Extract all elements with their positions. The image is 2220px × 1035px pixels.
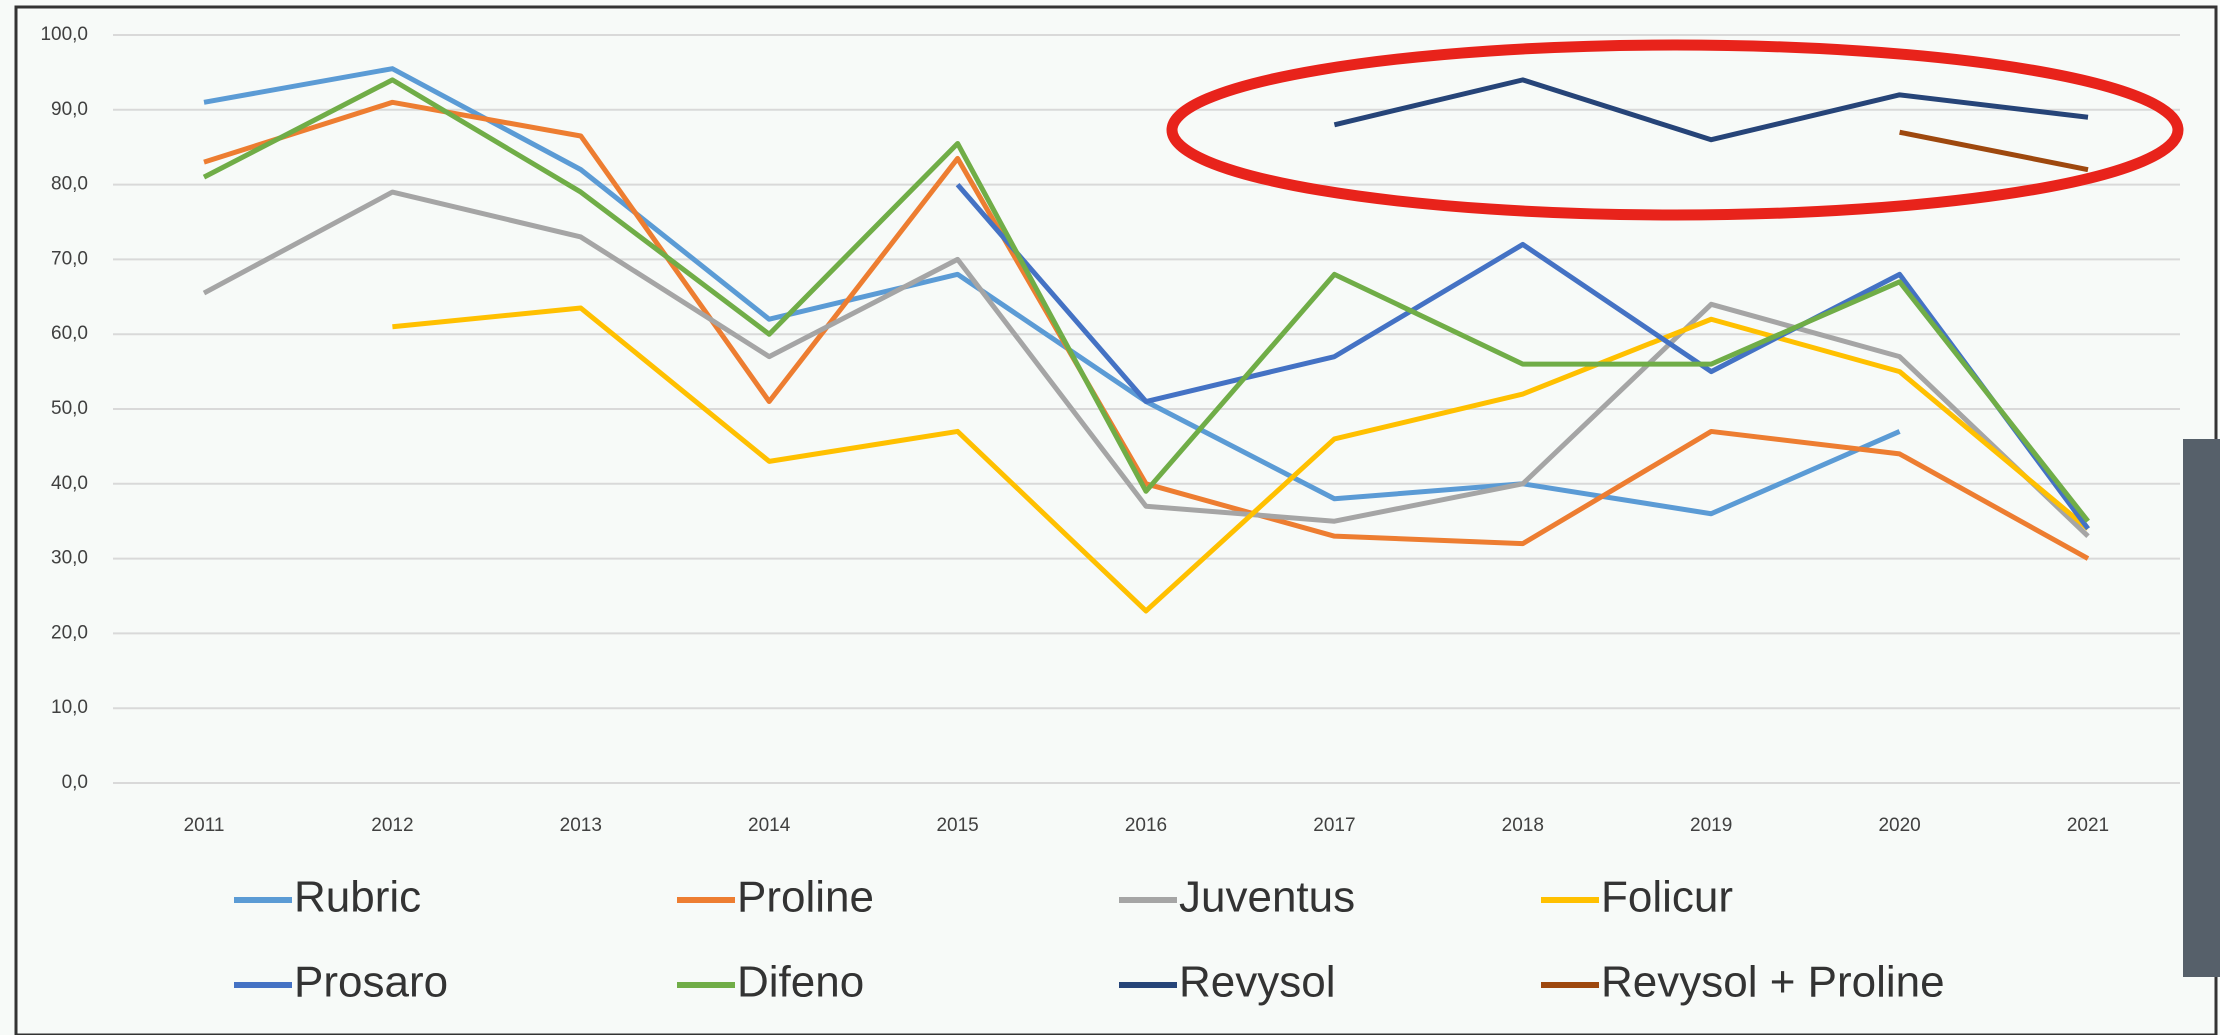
x-tick-label: 2015	[936, 815, 978, 836]
y-tick-label: 30,0	[51, 548, 88, 569]
y-tick-label: 80,0	[51, 174, 88, 195]
chart: 0,0 10,0 20,0 30,0 40,0 50,0 60,0 70,0 80,0 90,0 1…	[0, 0, 2220, 1035]
legend-label: Revysol	[1179, 958, 1336, 1007]
legend-label: Juventus	[1179, 873, 1355, 922]
y-tick-label: 40,0	[51, 473, 88, 494]
legend-label: Prosaro	[294, 958, 448, 1007]
y-tick-label: 60,0	[51, 323, 88, 344]
x-tick-label: 2017	[1313, 815, 1355, 836]
x-tick-label: 2013	[560, 815, 602, 836]
y-tick-label: 90,0	[51, 99, 88, 120]
x-tick-label: 2014	[748, 815, 791, 836]
legend-label: Folicur	[1601, 873, 1733, 922]
legend-label: Revysol + Proline	[1601, 958, 1945, 1007]
y-tick-label: 10,0	[51, 697, 88, 718]
x-tick-label: 2012	[371, 815, 413, 836]
y-tick-label: 0,0	[62, 772, 88, 793]
legend-label: Proline	[737, 873, 874, 922]
x-tick-label: 2021	[2067, 815, 2109, 836]
y-tick-label: 70,0	[51, 248, 88, 269]
side-photo	[2183, 439, 2220, 977]
y-tick-label: 50,0	[51, 398, 88, 419]
legend-label: Difeno	[737, 958, 864, 1007]
y-tick-label: 100,0	[40, 24, 88, 45]
x-tick-label: 2020	[1878, 815, 1920, 836]
x-tick-label: 2011	[184, 815, 225, 836]
x-tick-label: 2018	[1502, 815, 1544, 836]
x-tick-label: 2016	[1125, 815, 1167, 836]
legend-label: Rubric	[294, 873, 421, 922]
y-tick-label: 20,0	[51, 622, 88, 643]
x-tick-label: 2019	[1690, 815, 1732, 836]
